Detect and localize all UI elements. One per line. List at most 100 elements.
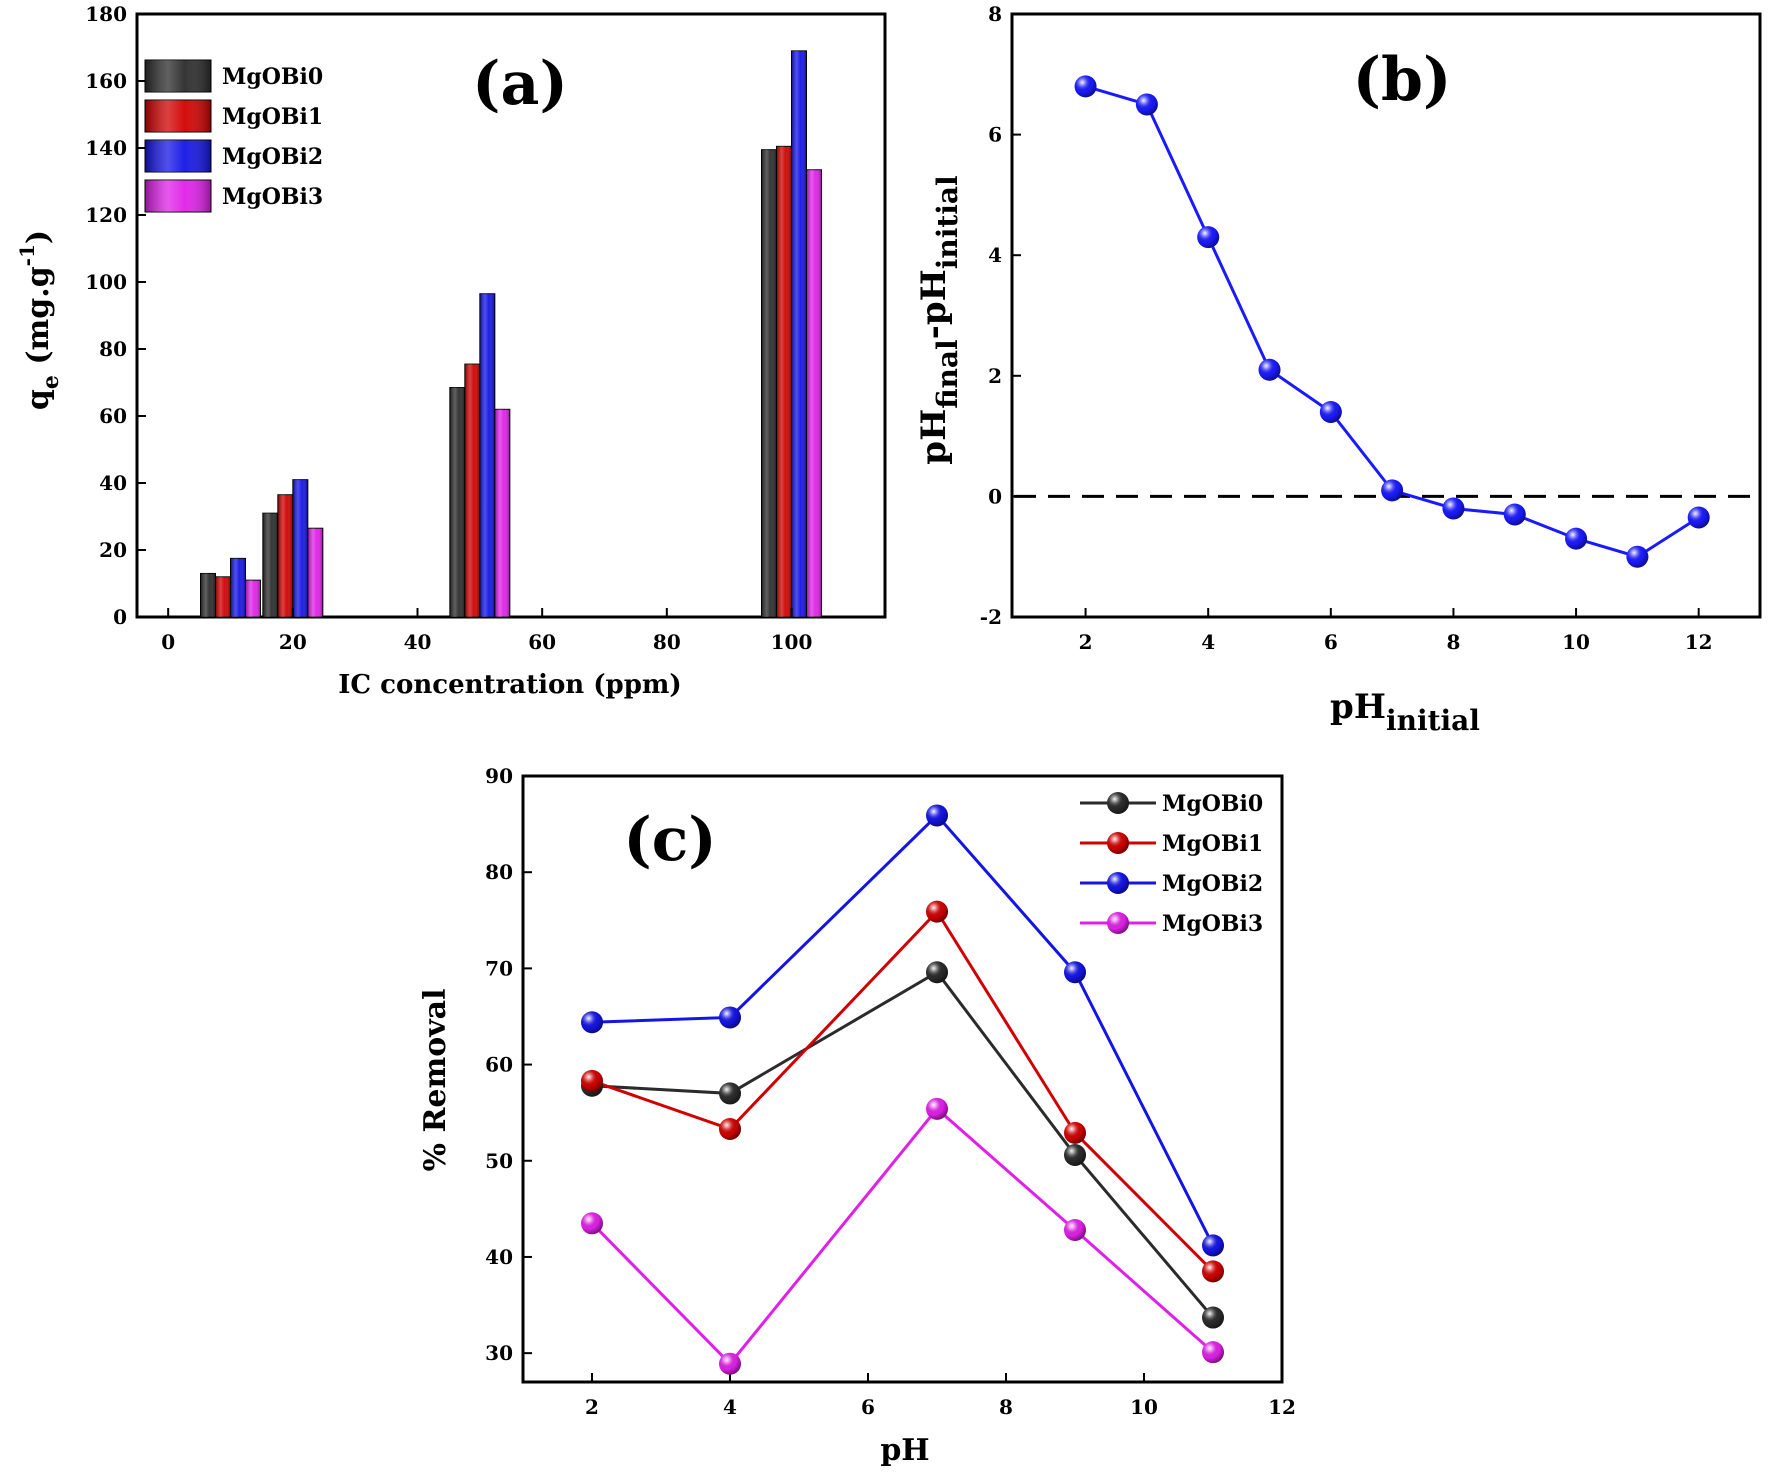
bar-shade (230, 558, 246, 617)
panel-a-legend: MgOBi0 MgOBi1 MgOBi2 MgOBi3 (144, 59, 323, 213)
y-tick-label: 180 (85, 2, 127, 26)
bar-shade (776, 146, 792, 617)
x-tick-label: 8 (1446, 630, 1460, 654)
data-point-MgOBi3 (719, 1352, 741, 1375)
panel-b-x-ticks: 2 4 6 8 10 12 (1079, 608, 1713, 654)
y-tick-label: 30 (485, 1341, 513, 1365)
y-tick-label: 140 (85, 136, 127, 160)
panel-b-x-axis-title-sub: initial (1386, 704, 1480, 737)
panel-a-x-ticks: 0 20 40 60 80 100 (161, 608, 812, 654)
y-tick-label: 80 (485, 860, 513, 884)
panel-a-y-axis-title-close: ) (21, 230, 56, 244)
legend-swatch-shade (145, 180, 211, 212)
x-tick-label: 4 (1201, 630, 1215, 654)
data-point (1687, 506, 1710, 529)
data-point-MgOBi3 (1064, 1219, 1086, 1242)
panel-c-x-ticks: 2 4 6 8 10 12 (585, 1373, 1296, 1419)
legend-label-MgOBi3: MgOBi3 (1162, 911, 1263, 937)
data-point (1074, 75, 1097, 98)
panel-b-x-axis-title: pHinitial (1330, 687, 1480, 737)
panel-b-y-axis-title: pHfinal-pHinitial (914, 175, 964, 464)
data-point-MgOBi0 (719, 1082, 741, 1105)
point-shine (1197, 226, 1220, 249)
bar-shade (262, 513, 278, 617)
panel-c-points (581, 804, 1224, 1375)
data-point-MgOBi2 (1202, 1234, 1224, 1257)
point-shine (1319, 400, 1342, 423)
y-tick-label: 40 (485, 1245, 513, 1269)
y-tick-label: 20 (99, 538, 127, 562)
x-tick-label: 2 (1079, 630, 1093, 654)
y-tick-label: 80 (99, 337, 127, 361)
x-tick-label: 6 (861, 1395, 875, 1419)
point-shine (1064, 1121, 1086, 1144)
data-point-MgOBi1 (926, 900, 948, 923)
point-shine (1107, 832, 1129, 854)
panel-a-y-axis-title-sub: e (38, 375, 64, 389)
data-point-MgOBi2 (719, 1006, 741, 1029)
point-shine (1107, 912, 1129, 934)
x-tick-label: 80 (653, 630, 681, 654)
point-shine (1107, 792, 1129, 814)
point-shine (926, 961, 948, 984)
legend-label-MgOBi1: MgOBi1 (222, 104, 323, 130)
data-point-MgOBi2 (1064, 961, 1086, 984)
data-point-MgOBi1 (581, 1069, 603, 1092)
x-tick-label: 12 (1685, 630, 1713, 654)
y-tick-label: 40 (99, 471, 127, 495)
legend-marker-MgOBi1 (1107, 832, 1129, 854)
point-shine (1626, 545, 1649, 568)
panel-a-bars (200, 50, 822, 618)
point-shine (719, 1082, 741, 1105)
legend-marker-MgOBi3 (1107, 912, 1129, 934)
panel-c-x-axis-title: pH (880, 1433, 929, 1468)
y-tick-label: 0 (113, 605, 127, 629)
point-shine (1135, 93, 1158, 116)
panel-a-y-axis-title-unit: (mg.g (21, 266, 56, 375)
x-tick-label: 10 (1562, 630, 1590, 654)
panel-a: 0 20 40 60 80 100 120 140 160 180 0 20 40 60 80 100 (a… (15, 2, 887, 700)
point-shine (1565, 527, 1588, 550)
data-point (1503, 503, 1526, 526)
bar-shade (200, 573, 216, 617)
panel-c-series-lines (590, 813, 1215, 1366)
x-tick-label: 12 (1268, 1395, 1296, 1419)
data-point-MgOBi3 (581, 1212, 603, 1235)
bar-shade (307, 528, 323, 617)
x-tick-label: 4 (723, 1395, 737, 1419)
data-point (1626, 545, 1649, 568)
data-point (1565, 527, 1588, 550)
x-tick-label: 60 (528, 630, 556, 654)
panel-b-y-axis-title-part3: -pH (914, 269, 954, 339)
panel-b-y-ticks: -2 0 2 4 6 8 (980, 2, 1021, 629)
point-shine (1107, 872, 1129, 894)
data-point (1319, 400, 1342, 423)
y-tick-label: 60 (99, 404, 127, 428)
x-tick-label: 10 (1130, 1395, 1158, 1419)
panel-a-y-axis-title: qe (mg.g-1) (15, 230, 64, 410)
y-tick-label: 100 (85, 270, 127, 294)
bar-shade (245, 580, 261, 617)
x-tick-label: 6 (1324, 630, 1338, 654)
data-point-MgOBi1 (1064, 1121, 1086, 1144)
bar-shade (761, 149, 777, 618)
x-tick-label: 8 (999, 1395, 1013, 1419)
data-point-MgOBi2 (581, 1011, 603, 1034)
data-point (1197, 226, 1220, 249)
legend-swatch-shade (145, 100, 211, 132)
y-tick-label: 6 (988, 123, 1002, 147)
point-shine (1064, 961, 1086, 984)
data-point (1381, 479, 1404, 502)
panel-c-frame (521, 774, 1284, 1384)
point-shine (1503, 503, 1526, 526)
series-line-MgOBi0 (591, 970, 1215, 1319)
panel-a-x-axis-title: IC concentration (ppm) (338, 670, 681, 700)
data-point (1135, 93, 1158, 116)
data-point (1258, 358, 1281, 381)
point-shine (1202, 1260, 1224, 1283)
legend-label-MgOBi0: MgOBi0 (1162, 791, 1263, 817)
data-point-MgOBi1 (1202, 1260, 1224, 1283)
panel-a-y-axis-title-q: q (21, 389, 56, 410)
panel-b-points (1074, 75, 1710, 568)
point-shine (581, 1212, 603, 1235)
